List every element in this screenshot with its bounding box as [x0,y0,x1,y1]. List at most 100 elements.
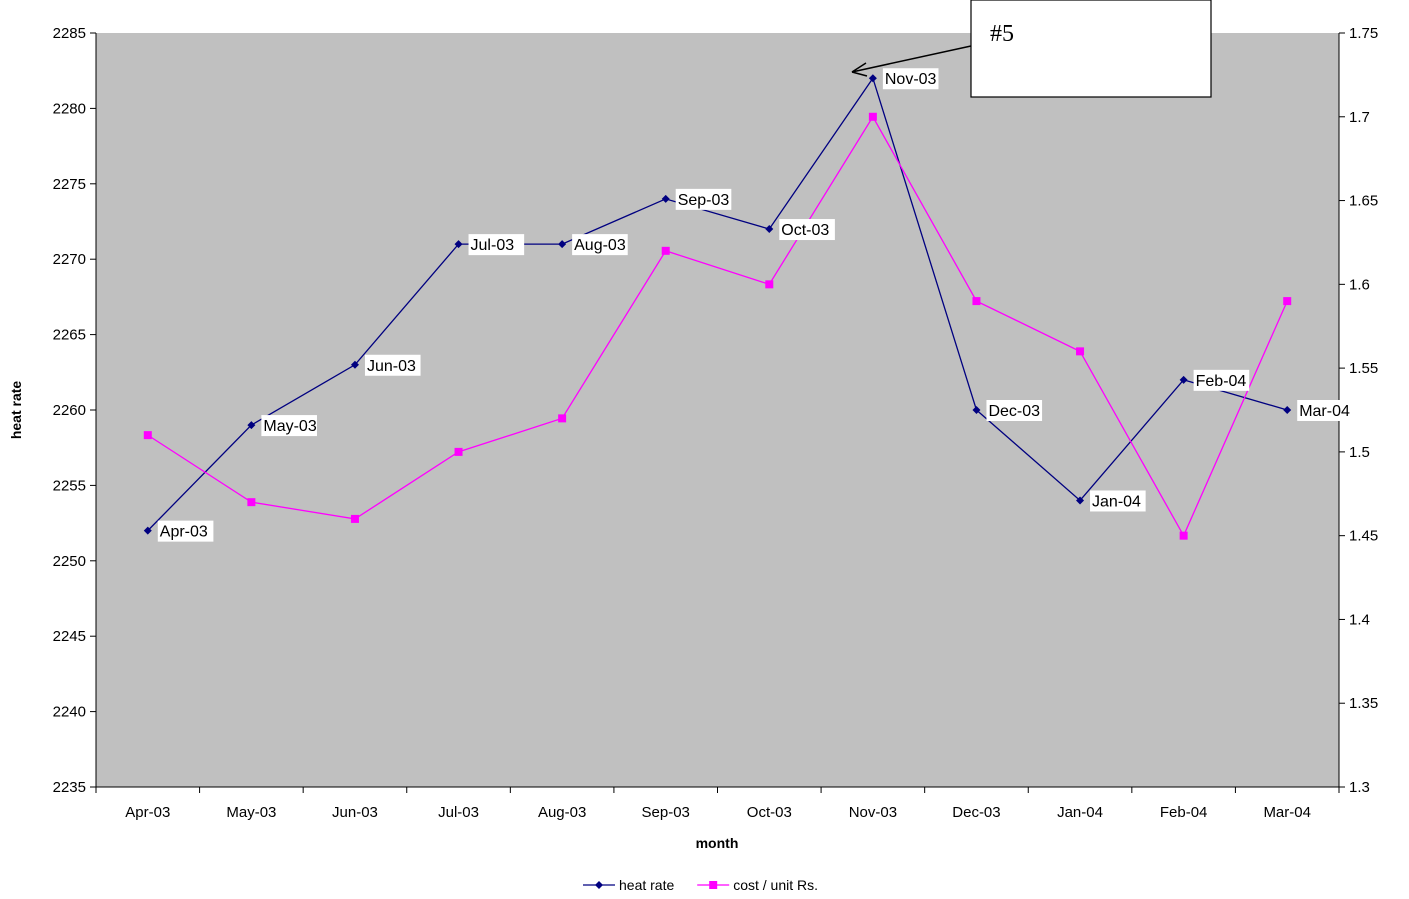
data-label-text: Jun-03 [367,358,416,375]
data-label-bg [779,219,835,241]
left-tick-label: 2235 [53,779,86,796]
series-layer [143,74,1292,540]
callout: #5 [851,0,1212,98]
data-label-text: Jul-03 [471,237,515,254]
data-point [1179,375,1188,384]
right-tick-label: 1.5 [1349,444,1370,461]
data-label-text: Jan-04 [1092,493,1141,510]
series-line-0 [147,76,1288,532]
data-label-text: May-03 [263,418,316,435]
right-tick-label: 1.7 [1349,109,1370,126]
legend-label: cost / unit Rs. [733,877,818,893]
left-tick-label: 2285 [53,25,86,42]
x-tick-label: Jan-04 [1057,804,1103,821]
data-label: Feb-04 [1193,369,1250,391]
data-label-bg [572,234,628,256]
data-point [972,406,981,414]
data-label-bg [986,400,1043,421]
data-label: May-03 [261,415,317,437]
left-tick-label: 2270 [53,251,86,268]
data-point [558,414,567,423]
data-point [247,421,256,430]
data-label-bg [882,68,939,90]
right-tick-label: 1.45 [1349,528,1378,545]
x-tick-label: Feb-04 [1160,804,1208,821]
data-label-bg [1297,400,1353,421]
left-tick-label: 2255 [53,477,86,494]
x-tick-label: Sep-03 [642,804,690,821]
data-point [454,240,463,249]
data-label-text: Mar-04 [1299,403,1350,420]
x-tick-label: Oct-03 [747,804,792,821]
data-label-bg [468,234,525,256]
data-point [868,112,877,121]
left-tick-label: 2260 [53,402,86,419]
x-tick-label: Aug-03 [538,804,586,821]
x-tick-label: Jun-03 [332,804,378,821]
legend: heat rate cost / unit Rs. [583,877,818,893]
y-axis-title: heat rate [8,381,24,440]
legend-marker [595,881,603,889]
left-tick-label: 2265 [53,327,86,344]
right-tick-label: 1.35 [1349,695,1378,712]
data-point [143,526,152,535]
right-tick-label: 1.4 [1349,611,1370,628]
data-label: Dec-03 [986,400,1043,421]
data-label-text: Feb-04 [1196,373,1247,390]
data-label-text: Dec-03 [988,403,1040,420]
data-point [350,360,359,369]
x-axis: Apr-03 May-03 Jun-03 Jul-03 Aug-03 Sep-03 Oct-… [95,786,1340,821]
left-axis: 2235 2240 2245 2250 2255 2260 2265 2270 2275 2280… [53,25,97,796]
data-label: Oct-03 [779,219,835,241]
data-point [350,514,359,523]
x-tick-label: Apr-03 [125,804,170,821]
data-point [143,431,152,440]
data-point [765,280,774,289]
x-tick-label: May-03 [226,804,276,821]
x-tick-label: Mar-04 [1263,804,1311,821]
data-point [765,225,774,234]
legend-marker [709,881,718,889]
data-label: Jul-03 [468,234,525,256]
callout-arrowhead [851,62,868,77]
data-label-bg [675,188,732,210]
data-point [558,240,567,249]
callout-arrow [851,45,972,73]
left-tick-label: 2245 [53,628,86,645]
data-point [1283,297,1292,306]
data-label-text: Sep-03 [678,192,730,209]
data-label-bg [364,354,421,376]
left-tick-label: 2240 [53,704,86,721]
data-label-bg [1090,490,1146,512]
callout-text: #5 [990,21,1014,47]
plot-area [96,33,1339,787]
left-tick-label: 2280 [53,100,86,117]
data-label-text: Nov-03 [885,71,937,88]
data-label: Sep-03 [675,188,732,210]
data-label-text: Oct-03 [781,222,829,239]
data-point [247,498,256,507]
data-label-text: Aug-03 [574,237,626,254]
callout-box [970,0,1212,98]
right-tick-label: 1.55 [1349,360,1378,377]
data-point [661,194,670,203]
data-label-bg [157,520,214,542]
legend-label: heat rate [619,877,674,893]
x-tick-label: Nov-03 [849,804,897,821]
data-label: Jun-03 [364,354,421,376]
data-point [1179,531,1188,540]
right-tick-label: 1.75 [1349,25,1378,42]
data-label: Mar-04 [1297,400,1353,421]
data-label: Aug-03 [572,234,628,256]
right-tick-label: 1.65 [1349,193,1378,210]
data-point [1076,496,1085,505]
x-tick-label: Jul-03 [438,804,479,821]
x-axis-title: month [696,835,739,851]
data-label-text: Apr-03 [160,524,208,541]
data-labels: Apr-03 May-03 Jun-03 Jul-03 Aug-03 Sep-03 Oct-… [157,68,1353,542]
data-label: Nov-03 [882,68,939,90]
left-tick-label: 2275 [53,176,86,193]
data-point [1283,406,1292,414]
data-label: Apr-03 [157,520,214,542]
data-label: Jan-04 [1090,490,1146,512]
